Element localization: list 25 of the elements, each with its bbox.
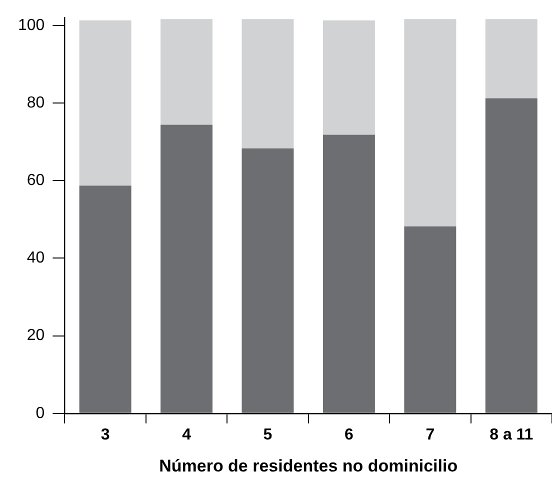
y-tick-label: 80 bbox=[26, 94, 45, 112]
x-tick-label: 4 bbox=[182, 426, 192, 444]
x-axis-title: Número de residentes no dominicilio bbox=[159, 456, 458, 476]
bar bbox=[242, 148, 294, 413]
y-tick-label: 20 bbox=[26, 327, 45, 344]
bar bbox=[160, 124, 213, 413]
bar bbox=[79, 20, 132, 186]
y-tick-label: 60 bbox=[26, 172, 45, 189]
bar bbox=[404, 226, 456, 413]
bar bbox=[322, 20, 375, 135]
bar bbox=[404, 19, 456, 226]
bar bbox=[79, 186, 132, 413]
x-tick-label: 3 bbox=[100, 426, 110, 444]
y-tick-label: 0 bbox=[36, 404, 45, 422]
x-tick-label: 8 a 11 bbox=[490, 426, 534, 444]
y-tick-label: 100 bbox=[18, 16, 45, 34]
bar bbox=[485, 19, 538, 98]
bar bbox=[242, 19, 294, 148]
x-tick-label: 7 bbox=[426, 426, 435, 444]
x-tick-label: 5 bbox=[263, 426, 272, 444]
bar bbox=[485, 98, 538, 413]
y-tick-label: 40 bbox=[26, 250, 45, 267]
x-tick-label: 6 bbox=[344, 426, 354, 444]
bar bbox=[160, 19, 213, 125]
bar bbox=[322, 134, 375, 413]
